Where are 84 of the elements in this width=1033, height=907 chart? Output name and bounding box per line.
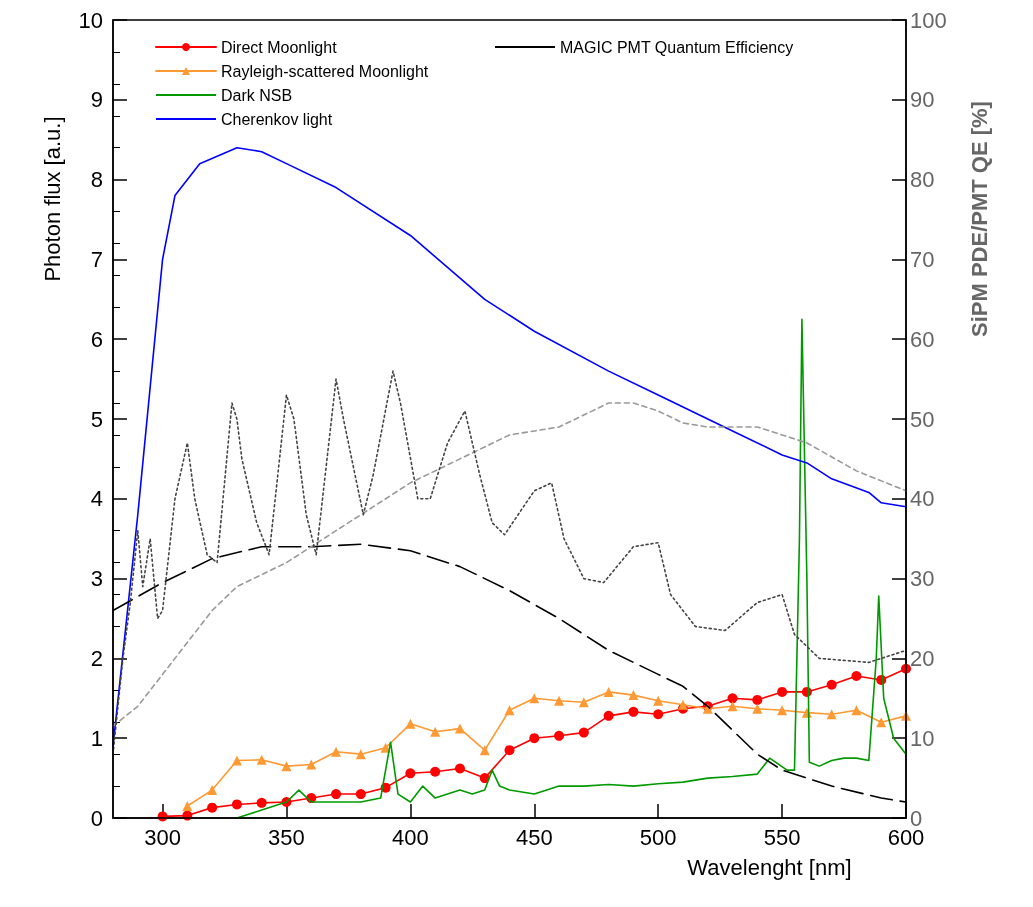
x-tick-label: 550: [763, 824, 801, 850]
point: [281, 761, 292, 772]
point: [231, 799, 242, 810]
y-tick-label: 5: [90, 406, 103, 432]
point: [207, 785, 218, 796]
point: [876, 717, 887, 728]
y-tick-label: 7: [90, 246, 103, 272]
y-tick-label: 9: [90, 87, 103, 113]
point: [603, 686, 614, 697]
point: [182, 801, 193, 812]
point: [727, 701, 738, 712]
point: [752, 703, 763, 714]
point: [727, 693, 738, 704]
y2-axis-title: SiPM PDE/PMT QE [%]: [966, 101, 992, 337]
point: [256, 797, 267, 808]
y2-tick-label: 0: [910, 805, 923, 831]
x-tick-label: 300: [144, 824, 181, 850]
point: [306, 759, 317, 770]
point: [430, 766, 441, 777]
point: [653, 695, 664, 706]
y2-tick-label: 90: [910, 87, 935, 113]
point: [207, 802, 218, 813]
point: [752, 694, 763, 705]
point: [529, 693, 540, 704]
line-series: [112, 402, 907, 728]
x-tick-label: 400: [392, 824, 429, 850]
y-tick-label: 0: [90, 805, 103, 831]
point: [454, 723, 465, 734]
legend-label: Rayleigh-scattered Moonlight: [221, 62, 429, 80]
point: [529, 733, 540, 744]
point: [826, 679, 837, 690]
point: [504, 745, 515, 756]
point: [231, 755, 242, 766]
point: [653, 709, 664, 720]
y-axis-title: Photon flux [a.u.]: [39, 116, 65, 282]
legend-label: Dark NSB: [221, 86, 293, 104]
y-tick-label: 6: [90, 326, 103, 352]
y-tick-label: 3: [90, 566, 103, 592]
point: [355, 749, 366, 760]
point: [405, 718, 416, 729]
x-tick-label: 350: [268, 824, 305, 850]
point: [554, 730, 565, 741]
point: [256, 754, 267, 765]
y-tick-label: 4: [90, 486, 103, 512]
y2-tick-label: 100: [910, 7, 947, 33]
y-tick-label: 2: [90, 645, 103, 671]
x-tick-label: 500: [639, 824, 677, 850]
legend-label: Cherenkov light: [221, 110, 333, 128]
y2-tick-label: 30: [910, 566, 935, 592]
point: [355, 789, 366, 800]
y2-tick-label: 60: [910, 326, 935, 352]
point: [851, 670, 862, 681]
y2-tick-label: 20: [910, 645, 935, 671]
y-tick-label: 10: [78, 7, 103, 33]
point: [479, 745, 490, 756]
y2-tick-label: 40: [910, 486, 935, 512]
point: [826, 709, 837, 720]
point: [504, 705, 515, 716]
x-tick-label: 450: [515, 824, 553, 850]
point: [851, 705, 862, 716]
legend-label: Direct Moonlight: [221, 38, 338, 56]
legend-label: MAGIC PMT Quantum Efficiency: [560, 38, 794, 56]
point: [628, 690, 639, 701]
point: [777, 686, 788, 697]
line-series: [236, 318, 907, 819]
y2-tick-label: 10: [910, 725, 935, 751]
point: [405, 768, 416, 779]
point: [628, 706, 639, 717]
point: [331, 789, 342, 800]
x-axis-title: Wavelenght [nm]: [687, 854, 852, 880]
point: [603, 710, 614, 721]
y2-tick-label: 50: [910, 406, 935, 432]
point: [677, 699, 688, 710]
y-tick-label: 8: [90, 167, 103, 193]
point: [430, 726, 441, 737]
point: [554, 695, 565, 706]
point: [578, 697, 589, 708]
y2-tick-label: 80: [910, 167, 935, 193]
point: [777, 705, 788, 716]
y-tick-label: 1: [90, 725, 103, 751]
point: [454, 763, 465, 774]
y2-tick-label: 70: [910, 246, 935, 272]
point: [578, 727, 589, 738]
point: [331, 746, 342, 757]
